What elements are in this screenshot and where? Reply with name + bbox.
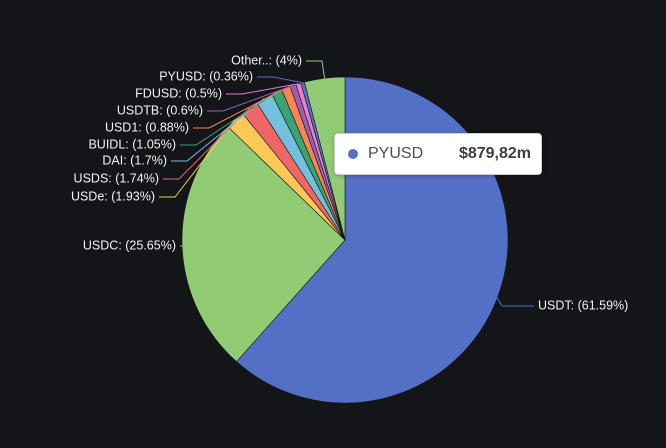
slice-label-dai: DAI: (1.7%): [102, 153, 167, 167]
pie-slice-other[interactable]: [304, 76, 346, 241]
slice-label-usdc: USDC: (25.65%): [83, 238, 176, 252]
leader-line-other: [306, 60, 326, 79]
slice-label-usds: USDS: (1.74%): [74, 171, 159, 185]
tooltip: PYUSD $879,82m: [334, 133, 542, 175]
leader-line-usdtb: [207, 85, 294, 112]
slice-label-usdtb: USDTB: (0.6%): [117, 103, 203, 117]
leader-line-usd1: [193, 87, 287, 129]
leader-line-usds: [163, 107, 250, 180]
leader-line-usde: [159, 119, 236, 198]
slice-label-usdt: USDT: (61.59%): [538, 298, 628, 312]
leader-line-fdusd: [226, 83, 299, 95]
tooltip-series-name: PYUSD: [368, 145, 424, 162]
slice-label-fdusd: FDUSD: (0.5%): [135, 86, 222, 100]
slice-labels: USDT: (61.59%) USDC: (25.65%) USDe: (1.93%…: [71, 53, 628, 312]
slice-label-other: Other..: (4%): [231, 53, 302, 67]
leader-line-usdt: [496, 297, 534, 307]
slice-label-pyusd: PYUSD: (0.36%): [159, 69, 253, 83]
leader-line-dai: [171, 97, 265, 162]
slice-label-usde: USDe: (1.93%): [71, 189, 155, 203]
label-leader-lines: [159, 60, 534, 307]
tooltip-series-dot: [348, 149, 358, 159]
slice-label-buidl: BUIDL: (1.05%): [88, 137, 176, 151]
leader-line-buidl: [180, 91, 278, 146]
slice-label-usd1: USD1: (0.88%): [105, 120, 189, 134]
tooltip-value: $879,82m: [458, 145, 531, 162]
leader-line-pyusd: [257, 76, 303, 84]
